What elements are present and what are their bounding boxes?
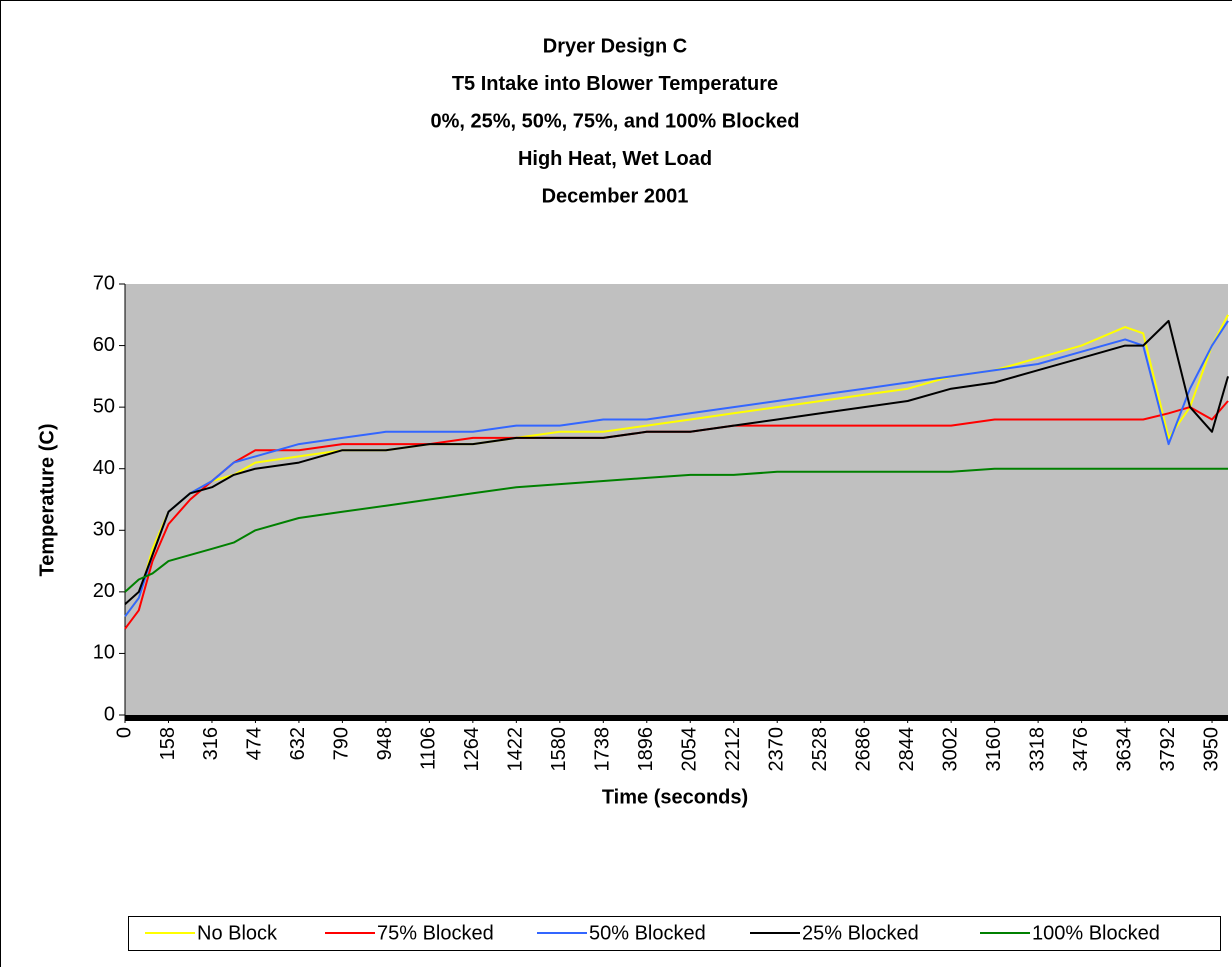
x-tick-label: 2528	[809, 727, 831, 772]
x-tick-label: 158	[157, 727, 179, 760]
y-tick-label: 40	[93, 457, 115, 479]
series-line	[124, 314, 1229, 618]
x-tick-label: 3476	[1070, 727, 1092, 772]
y-tick-label: 50	[93, 395, 115, 417]
legend-label: No Block	[197, 922, 278, 944]
x-tick-label: 1580	[548, 727, 570, 772]
x-tick-label: 1264	[461, 727, 483, 772]
x-tick-label: 474	[244, 727, 266, 760]
y-tick-label: 30	[93, 519, 115, 541]
series-line	[124, 320, 1229, 618]
plot-area	[125, 284, 1228, 715]
chart-title: December 2001	[542, 185, 689, 207]
chart-title: T5 Intake into Blower Temperature	[452, 73, 778, 95]
series-line	[124, 319, 1229, 605]
legend-label: 50% Blocked	[589, 922, 706, 944]
legend-label: 75% Blocked	[377, 922, 494, 944]
y-tick-label: 20	[93, 580, 115, 602]
x-tick-label: 1738	[592, 727, 614, 772]
x-tick-label: 1106	[418, 727, 440, 770]
x-tick-label: 2686	[852, 727, 874, 772]
x-tick-label: 2212	[722, 727, 744, 772]
y-tick-label: 60	[93, 334, 115, 356]
x-tick-label: 3950	[1200, 727, 1222, 772]
x-tick-label: 1896	[635, 727, 657, 772]
x-tick-label: 2054	[679, 727, 701, 772]
legend-box	[128, 916, 1221, 951]
x-tick-label: 316	[200, 727, 222, 760]
chart-title: Dryer Design C	[543, 35, 688, 57]
x-axis-label: Time (seconds)	[602, 786, 748, 808]
x-tick-label: 3002	[939, 727, 961, 772]
y-tick-label: 0	[104, 703, 115, 725]
y-axis-label: Temperature (C)	[36, 424, 58, 577]
chart-title: 0%, 25%, 50%, 75%, and 100% Blocked	[430, 110, 799, 132]
x-tick-label: 790	[331, 727, 353, 760]
x-tick-label: 3634	[1113, 727, 1135, 772]
y-tick-label: 10	[93, 642, 115, 664]
x-tick-label: 2844	[896, 727, 918, 772]
x-tick-label: 1422	[505, 727, 527, 772]
y-tick-label: 70	[93, 272, 115, 294]
legend-label: 25% Blocked	[802, 922, 919, 944]
x-tick-label: 0	[113, 727, 135, 738]
legend-label: 100% Blocked	[1032, 922, 1160, 944]
x-tick-label: 2370	[766, 727, 788, 772]
x-tick-label: 948	[374, 727, 396, 760]
x-tick-label: 632	[287, 727, 309, 760]
x-tick-label: 3792	[1157, 727, 1179, 772]
x-tick-label: 3318	[1026, 727, 1048, 772]
x-tick-label: 3160	[983, 727, 1005, 772]
chart-title: High Heat, Wet Load	[518, 148, 712, 170]
series-line	[124, 467, 1228, 593]
